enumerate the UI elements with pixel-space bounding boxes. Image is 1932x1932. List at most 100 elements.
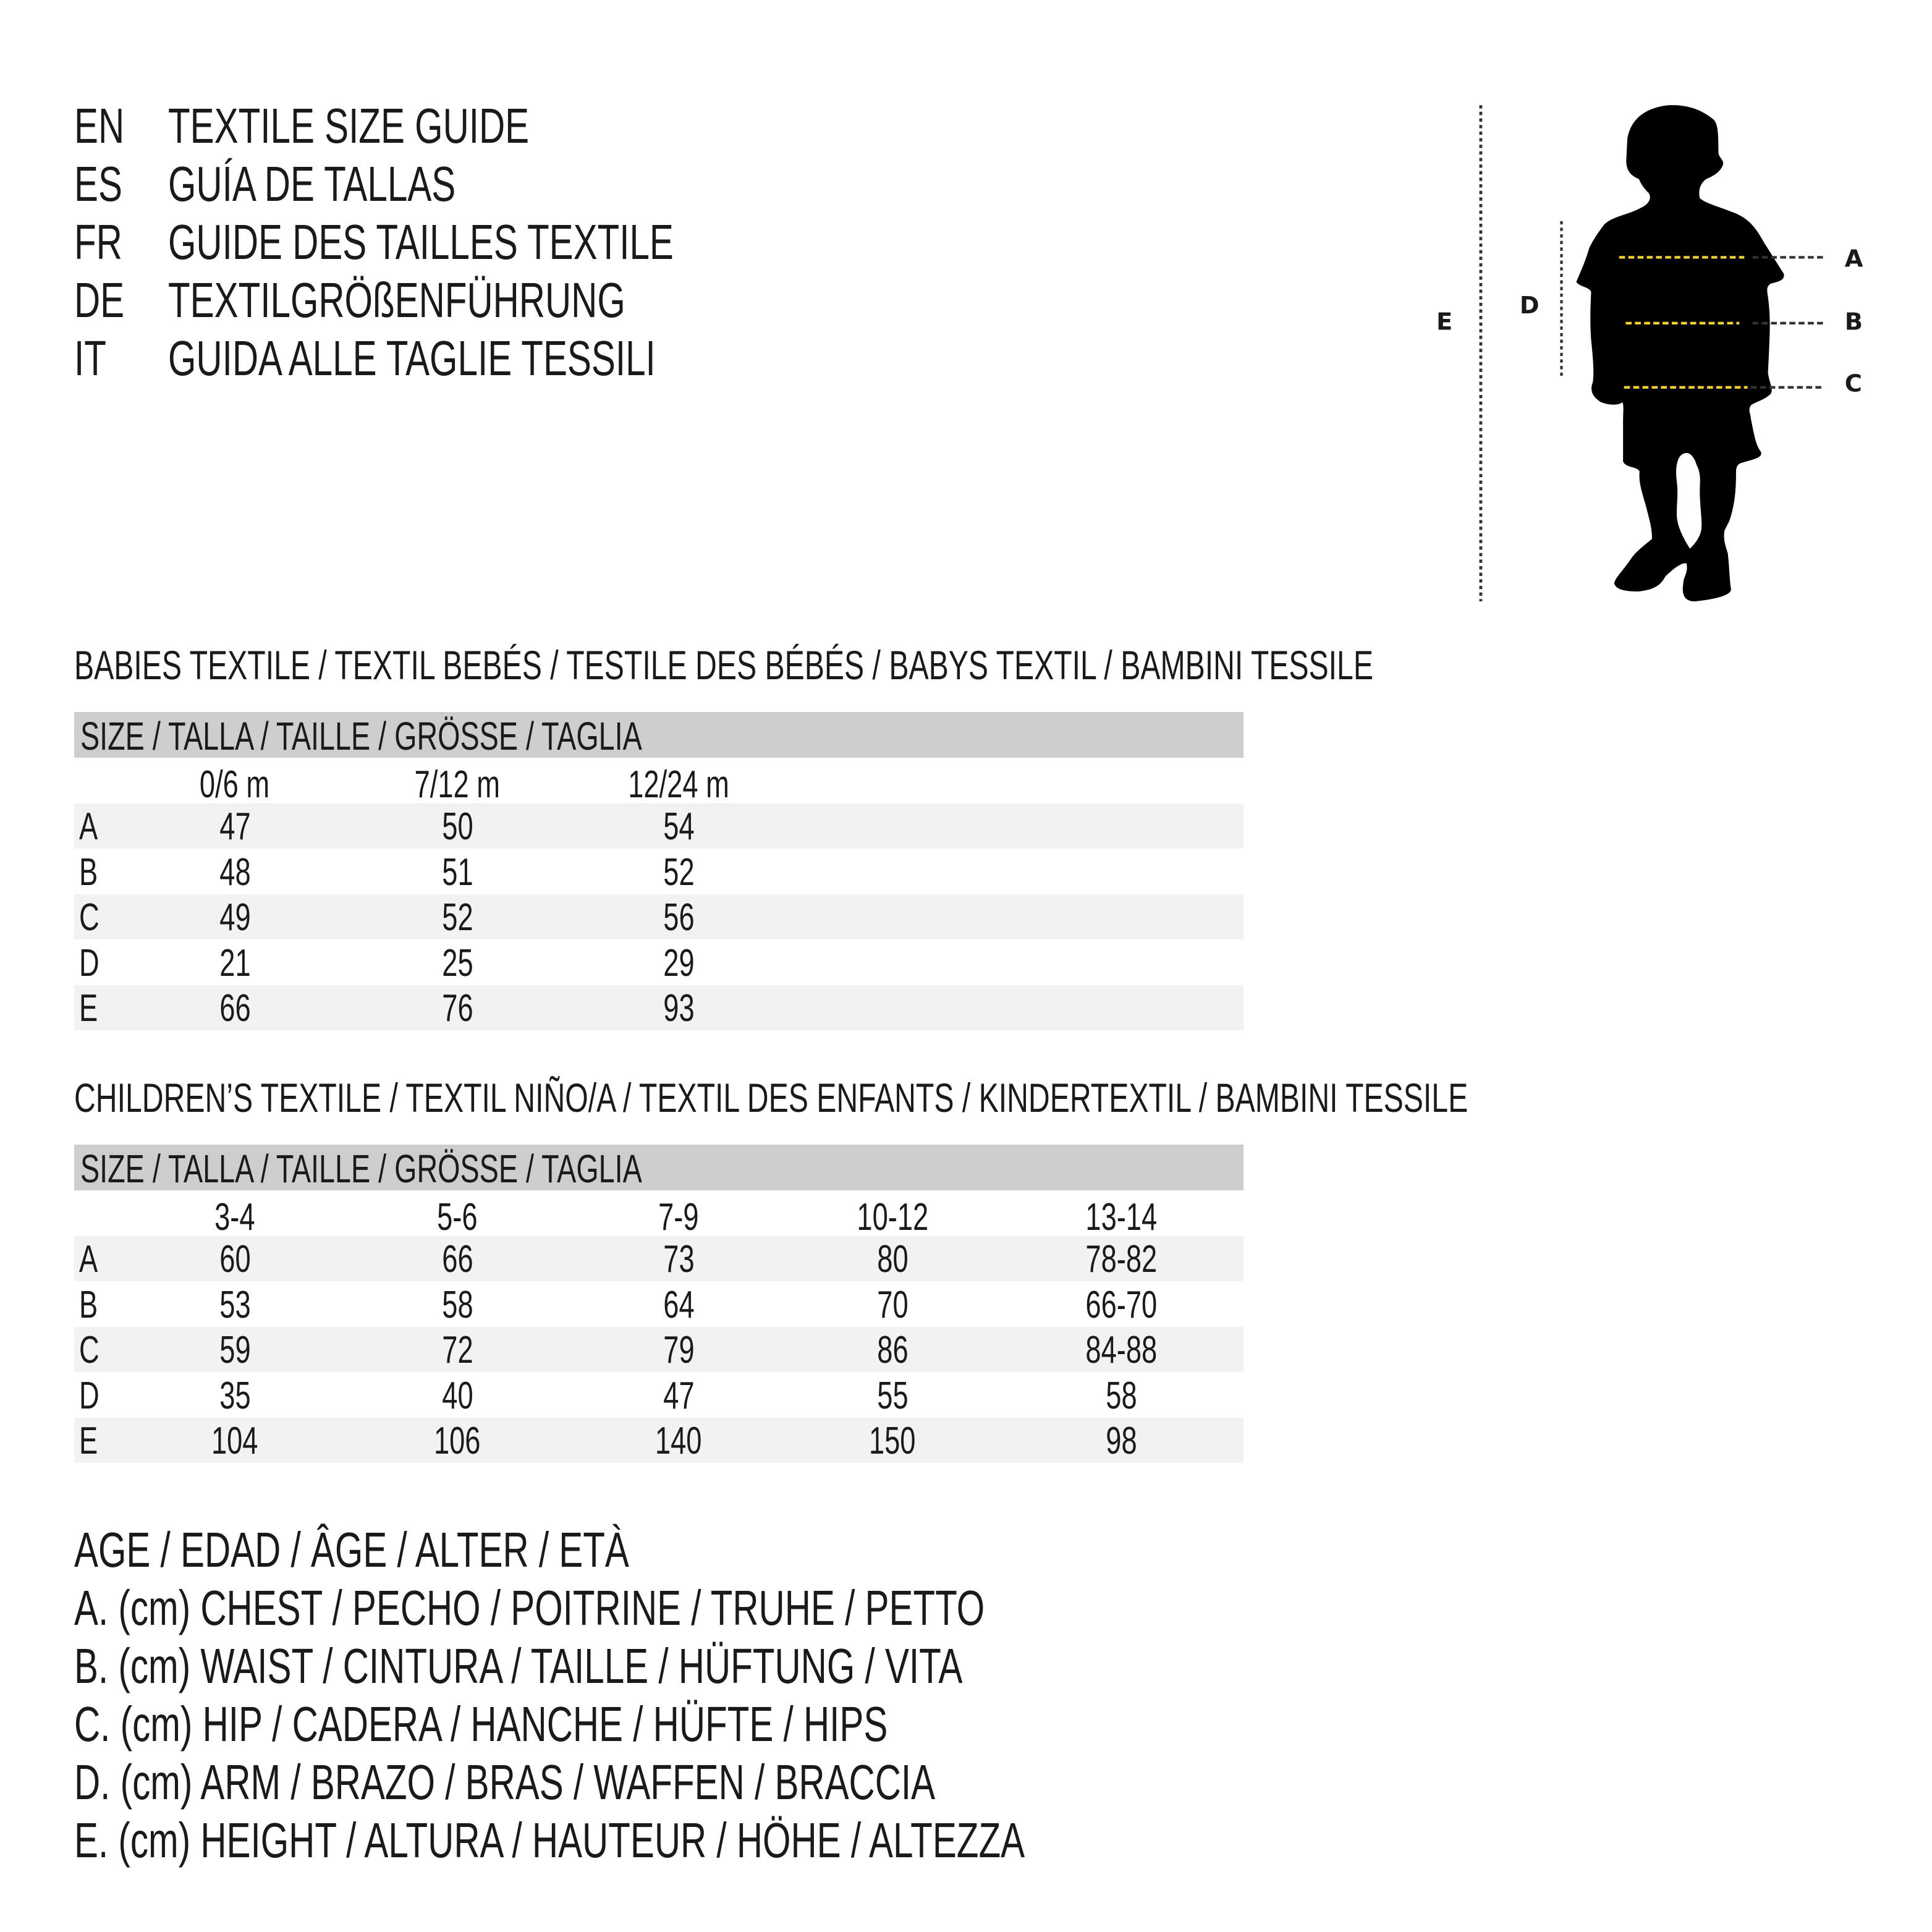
table-cell: 58 bbox=[365, 1282, 550, 1329]
babies-section-title: BABIES TEXTILE / TEXTIL BEBÉS / TESTILE … bbox=[74, 642, 1373, 688]
table-row: D 35 40 47 55 58 bbox=[74, 1373, 1244, 1418]
legend-item-text: AGE / EDAD / ÂGE / ALTER / ETÀ bbox=[74, 1522, 629, 1577]
table-cell: 47 bbox=[586, 1373, 771, 1420]
table-cell: 47 bbox=[142, 803, 328, 850]
table-cell: 79 bbox=[586, 1327, 771, 1374]
row-label-text: D bbox=[79, 1374, 100, 1417]
language-code: FR bbox=[74, 213, 140, 271]
row-label: D bbox=[79, 940, 107, 987]
row-label: B bbox=[79, 849, 104, 896]
title-line: IT GUIDA ALLE TAGLIE TESSILI bbox=[74, 329, 816, 388]
row-label-text: C bbox=[79, 1329, 100, 1371]
row-label: E bbox=[79, 1418, 104, 1465]
column-header: 0/6 m bbox=[142, 761, 328, 808]
table-cell-text: 79 bbox=[663, 1329, 695, 1371]
child-measurement-diagram: E D A B C bbox=[1436, 105, 1863, 602]
table-cell-text: 29 bbox=[663, 941, 695, 985]
table-cell: 54 bbox=[586, 803, 771, 850]
table-cell-text: 86 bbox=[876, 1329, 909, 1371]
table-cell-text: 35 bbox=[219, 1374, 251, 1417]
table-cell: 48 bbox=[142, 849, 328, 896]
legend-item: C. (cm) HIP / CADERA / HANCHE / HÜFTE / … bbox=[74, 1695, 1188, 1753]
legend-item: A. (cm) CHEST / PECHO / POITRINE / TRUHE… bbox=[74, 1579, 1321, 1637]
row-label: C bbox=[79, 1327, 107, 1374]
table-cell-text: 70 bbox=[876, 1283, 909, 1326]
row-label-text: A bbox=[79, 805, 98, 848]
table-cell: 52 bbox=[586, 849, 771, 896]
table-row: C 59 72 79 86 84-88 bbox=[74, 1327, 1244, 1372]
legend-item-text: B. (cm) WAIST / CINTURA / TAILLE / HÜFTU… bbox=[74, 1638, 963, 1693]
table-cell-text: 98 bbox=[1105, 1420, 1137, 1462]
title-line: DE TEXTILGRÖßENFÜHRUNG bbox=[74, 271, 816, 329]
table-cell: 84-88 bbox=[1028, 1327, 1214, 1374]
language-code-text: IT bbox=[74, 331, 106, 386]
size-header-bar-text: SIZE / TALLA / TAILLE / GRÖSSE / TAGLIA bbox=[80, 714, 642, 758]
table-cell-text: 66-70 bbox=[1085, 1283, 1157, 1326]
title-line: ES GUÍA DE TALLAS bbox=[74, 155, 816, 213]
column-header: 7-9 bbox=[586, 1194, 771, 1241]
legend-item-text: C. (cm) HIP / CADERA / HANCHE / HÜFTE / … bbox=[74, 1697, 888, 1752]
legend-item-text: A. (cm) CHEST / PECHO / POITRINE / TRUHE… bbox=[74, 1580, 985, 1635]
language-code: DE bbox=[74, 271, 143, 329]
title-text-text: GUIDA ALLE TAGLIE TESSILI bbox=[168, 331, 656, 386]
legend-item: D. (cm) ARM / BRAZO / BRAS / WAFFEN / BR… bbox=[74, 1753, 1253, 1811]
row-label-text: B bbox=[79, 1283, 98, 1326]
table-row: A 60 66 73 80 78-82 bbox=[74, 1236, 1244, 1281]
label-c: C bbox=[1845, 370, 1862, 398]
legend-item-text: D. (cm) ARM / BRAZO / BRAS / WAFFEN / BR… bbox=[74, 1755, 936, 1810]
table-row: B 48 51 52 bbox=[74, 849, 1244, 894]
table-cell-text: 52 bbox=[663, 850, 695, 894]
row-label-text: C bbox=[79, 896, 100, 939]
row-label-text: E bbox=[79, 987, 98, 1030]
legend-item-text: E. (cm) HEIGHT / ALTURA / HAUTEUR / HÖHE… bbox=[74, 1813, 1025, 1868]
label-d: D bbox=[1520, 292, 1540, 320]
column-header-row: 3-4 5-6 7-9 10-12 13-14 bbox=[74, 1194, 1244, 1239]
title-line: EN TEXTILE SIZE GUIDE bbox=[74, 97, 816, 155]
title-text: GUIDA ALLE TAGLIE TESSILI bbox=[168, 329, 836, 388]
table-cell-text: 73 bbox=[663, 1238, 695, 1281]
label-e: E bbox=[1436, 308, 1452, 336]
size-header-bar: SIZE / TALLA / TAILLE / GRÖSSE / TAGLIA bbox=[74, 712, 1244, 758]
title-text-text: TEXTILE SIZE GUIDE bbox=[168, 98, 530, 153]
table-cell: 73 bbox=[586, 1236, 771, 1283]
table-cell: 106 bbox=[365, 1418, 550, 1465]
table-cell-text: 51 bbox=[441, 850, 473, 894]
row-label-text: A bbox=[79, 1238, 98, 1281]
table-cell: 29 bbox=[586, 940, 771, 987]
legend-item: AGE / EDAD / ÂGE / ALTER / ETÀ bbox=[74, 1521, 834, 1579]
table-cell: 51 bbox=[365, 849, 550, 896]
table-cell-text: 47 bbox=[219, 805, 251, 848]
language-code-text: DE bbox=[74, 273, 125, 328]
label-a: A bbox=[1845, 245, 1863, 273]
table-cell-text: 66 bbox=[441, 1238, 473, 1281]
label-b: B bbox=[1845, 308, 1863, 336]
table-cell-text: 40 bbox=[441, 1374, 473, 1417]
table-row: E 66 76 93 bbox=[74, 985, 1244, 1030]
column-header-text: 3-4 bbox=[214, 1196, 255, 1239]
table-cell: 52 bbox=[365, 894, 550, 941]
row-label-text: E bbox=[79, 1420, 98, 1462]
column-header: 12/24 m bbox=[586, 761, 771, 808]
table-cell: 66-70 bbox=[1028, 1282, 1214, 1329]
column-header-row: 0/6 m 7/12 m 12/24 m bbox=[74, 761, 1244, 807]
column-header: 7/12 m bbox=[365, 761, 550, 808]
column-header: 5-6 bbox=[365, 1194, 550, 1241]
table-cell: 70 bbox=[800, 1282, 985, 1329]
table-cell-text: 80 bbox=[876, 1238, 909, 1281]
title-text: TEXTILE SIZE GUIDE bbox=[168, 97, 663, 155]
table-cell: 140 bbox=[586, 1418, 771, 1465]
column-header-text: 0/6 m bbox=[200, 763, 270, 806]
table-cell: 86 bbox=[800, 1327, 985, 1374]
table-cell-text: 59 bbox=[219, 1329, 251, 1371]
babies-size-table: SIZE / TALLA / TAILLE / GRÖSSE / TAGLIA 0… bbox=[74, 712, 1244, 1031]
table-cell-text: 64 bbox=[663, 1283, 695, 1326]
table-cell: 35 bbox=[142, 1373, 328, 1420]
table-cell: 49 bbox=[142, 894, 328, 941]
title-text-text: GUIDE DES TAILLES TEXTILE bbox=[168, 214, 674, 269]
row-label: C bbox=[79, 894, 107, 941]
table-cell: 98 bbox=[1028, 1418, 1214, 1465]
table-cell-text: 25 bbox=[441, 941, 473, 985]
table-row: E 104 106 140 150 98 bbox=[74, 1418, 1244, 1463]
row-label: B bbox=[79, 1282, 104, 1329]
column-header: 3-4 bbox=[142, 1194, 328, 1241]
